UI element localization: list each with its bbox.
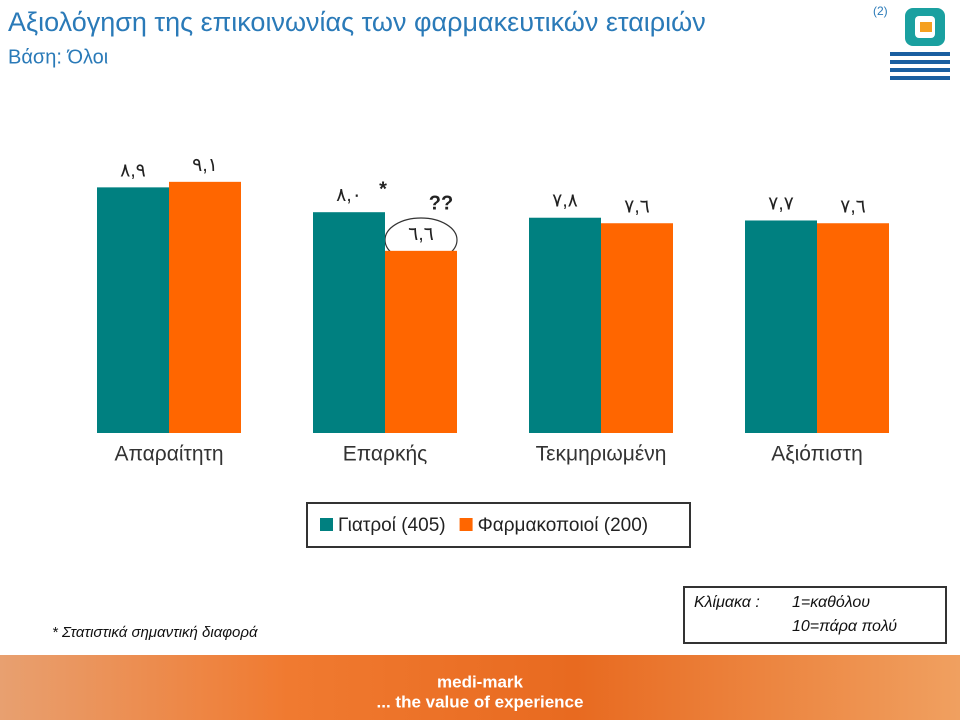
x-tick-label: Αξιόπιστη [771,443,863,466]
value-label: ٨,٩ [120,160,146,181]
subtitle: Βάση: Όλοι [8,46,108,68]
bar [745,220,817,433]
footer-brand: medi-mark [437,672,524,691]
footnote: * Στατιστικά σημαντική διαφορά [52,624,258,641]
logo [890,8,950,80]
bar [385,250,457,433]
legend-swatch [320,518,333,531]
x-tick-label: Επαρκής [343,443,428,466]
legend-label: Φαρμακοποιοί (200) [478,515,649,536]
bar [169,181,241,433]
x-tick-label: Απαραίτητη [114,443,223,466]
x-tick-label: Τεκμηριωμένη [536,443,667,466]
footer-tagline: ... the value of experience [377,692,584,711]
bar [313,212,385,433]
value-label: ٨,٠ [336,185,362,206]
value-label: ٧,٦ [840,196,866,217]
bar [817,223,889,433]
legend-label: Γιατροί (405) [338,515,446,536]
value-label: ٩,١ [192,155,218,176]
scale-line: 1=καθόλου [792,594,870,611]
bar [529,217,601,433]
legend-swatch [459,518,473,531]
scale-box [683,586,947,644]
value-label: ٦,٦ [408,224,434,245]
value-label: ٧,٦ [624,196,650,217]
title-note: (2) [873,4,888,18]
title: Αξιολόγηση της επικοινωνίας των φαρμακευ… [8,7,706,37]
annotation: ?? [429,192,453,214]
value-label: ٧,٧ [768,193,794,214]
annotation: * [379,178,387,200]
scale-label: Κλίμακα : [694,594,760,611]
legend-box [306,502,691,548]
bar [97,187,169,433]
value-label: ٧,٨ [552,191,578,212]
bar [601,223,673,433]
scale-line: 10=πάρα πολύ [792,618,897,635]
footer-band [0,655,960,720]
